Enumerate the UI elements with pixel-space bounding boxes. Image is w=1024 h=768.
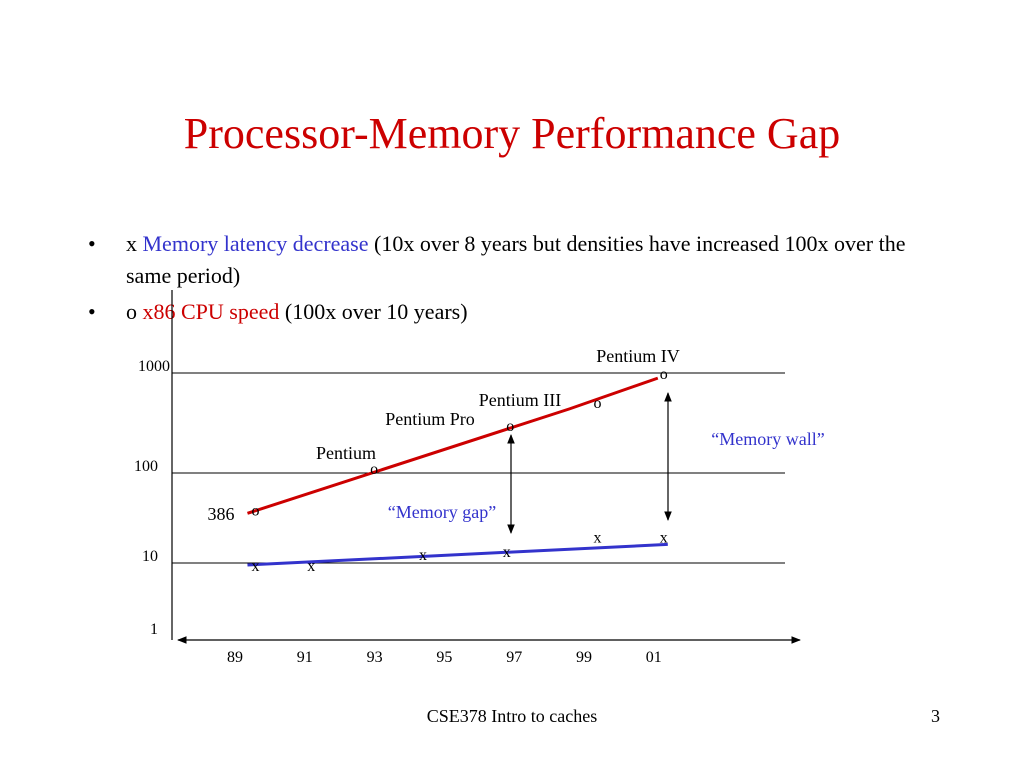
slide-footer: CSE378 Intro to caches	[426, 706, 598, 726]
y-tick-label: 100	[134, 458, 158, 475]
cpu-data-point: o	[370, 461, 378, 478]
x-tick-label: 93	[367, 649, 383, 666]
bullet-marker: o	[126, 299, 137, 324]
bullet-list: • x Memory latency decrease (10x over 8 …	[88, 228, 908, 332]
x-tick-label: 97	[506, 649, 522, 666]
cpu-data-point: o	[506, 418, 514, 435]
bullet-text: (10x over 8 years but densities have inc…	[126, 231, 906, 288]
cpu-data-point: o	[593, 395, 601, 412]
y-tick-label: 10	[142, 548, 158, 565]
y-tick-label: 1000	[138, 358, 170, 375]
y-tick-label: 1	[150, 621, 158, 638]
memory-data-point: x	[660, 529, 668, 546]
memory-data-point: x	[503, 544, 511, 561]
bullet-highlight-cpu: x86 CPU speed	[142, 299, 280, 324]
cpu-point-label: Pentium IV	[596, 346, 680, 366]
x-tick-label: 99	[576, 649, 592, 666]
cpu-point-label: Pentium III	[479, 390, 562, 410]
cpu-trend-line	[247, 376, 659, 515]
cpu-point-label: 386	[208, 504, 235, 524]
bullet-cpu-speed: • o x86 CPU speed (100x over 10 years)	[88, 296, 908, 328]
x-tick-label: 91	[297, 649, 313, 666]
bullet-text: (100x over 10 years)	[284, 299, 468, 324]
page-number: 3	[931, 706, 940, 726]
cpu-data-point: o	[251, 502, 259, 519]
memory-data-point: x	[593, 529, 601, 546]
bullet-memory-latency: • x Memory latency decrease (10x over 8 …	[88, 228, 908, 292]
bullet-marker: x	[126, 231, 137, 256]
cpu-point-label: Pentium	[316, 443, 376, 463]
cpu-point-label: Pentium Pro	[385, 409, 475, 429]
x-tick-label: 89	[227, 649, 243, 666]
memory-gap-annotation: “Memory gap”	[388, 502, 496, 522]
bullet-dot: •	[88, 299, 96, 324]
x-tick-label: 95	[436, 649, 452, 666]
x-tick-label: 01	[646, 649, 662, 666]
memory-data-point: x	[251, 558, 259, 575]
slide-title: Processor-Memory Performance Gap	[183, 109, 841, 158]
memory-wall-annotation: “Memory wall”	[711, 429, 824, 449]
cpu-data-point: o	[660, 366, 668, 383]
memory-data-point: x	[307, 558, 315, 575]
bullet-dot: •	[88, 231, 96, 256]
memory-trend-line	[247, 542, 668, 567]
memory-data-point: x	[419, 547, 427, 564]
bullet-highlight-memory: Memory latency decrease	[142, 231, 369, 256]
